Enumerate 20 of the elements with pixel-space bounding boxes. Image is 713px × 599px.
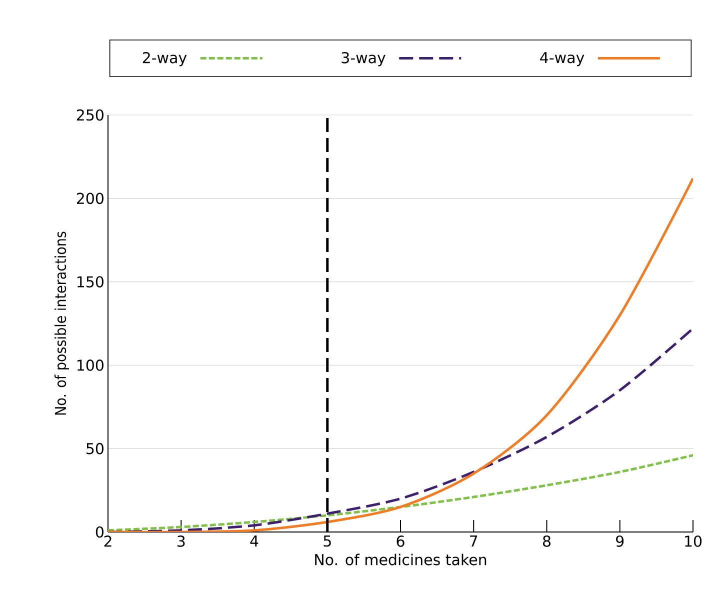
y-tick-label: 150 bbox=[77, 276, 104, 288]
x-tick-label: 4 bbox=[250, 536, 258, 546]
x-tick-label: 2 bbox=[104, 536, 112, 547]
y-tick-label: 50 bbox=[86, 442, 104, 454]
y-tick-label: 100 bbox=[77, 360, 104, 371]
x-tick-label: 6 bbox=[396, 536, 404, 547]
legend-label: 4-way bbox=[540, 52, 584, 66]
x-tick-label: 8 bbox=[542, 536, 550, 547]
y-tick-label: 200 bbox=[76, 192, 104, 204]
legend-label: 3-way bbox=[342, 52, 386, 66]
x-tick-label: 9 bbox=[616, 536, 624, 547]
x-tick-label: 3 bbox=[177, 536, 185, 547]
legend-label: 2-way bbox=[142, 52, 187, 66]
y-tick-label: 250 bbox=[76, 109, 104, 121]
x-tick-label: 7 bbox=[470, 536, 478, 546]
y-axis-title: No. of possible interactions bbox=[54, 232, 70, 415]
x-tick-label: 5 bbox=[324, 536, 331, 547]
x-tick-label: 10 bbox=[685, 536, 702, 547]
y-tick-label: 0 bbox=[96, 526, 104, 538]
x-axis-title: No. of medicines taken bbox=[315, 554, 486, 566]
